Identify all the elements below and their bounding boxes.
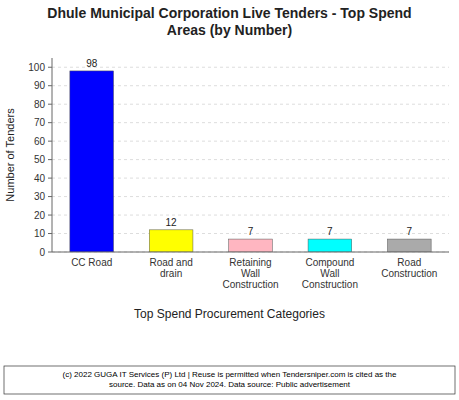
x-tick-label: RetainingWallConstruction	[222, 257, 278, 290]
data-label: 7	[248, 226, 254, 237]
bar	[308, 239, 352, 252]
y-tick	[48, 85, 52, 86]
y-tick-label: 20	[34, 210, 46, 221]
y-tick-label: 60	[34, 136, 46, 147]
y-tick	[48, 233, 52, 234]
y-tick-label: 0	[39, 247, 45, 258]
grid-line	[52, 67, 449, 68]
y-tick-label: 30	[34, 191, 46, 202]
y-tick	[48, 141, 52, 142]
y-tick-label: 40	[34, 173, 46, 184]
bar	[70, 71, 114, 252]
x-tick-label: CC Road	[71, 257, 112, 268]
y-tick-label: 10	[34, 228, 46, 239]
bar	[387, 239, 431, 252]
y-tick-label: 80	[34, 99, 46, 110]
footnote-text: (c) 2022 GUGA IT Services (P) Ltd | Reus…	[63, 370, 397, 389]
y-tick-label: 50	[34, 154, 46, 165]
x-tick-label: Road anddrain	[149, 257, 192, 279]
chart: Dhule Municipal Corporation Live Tenders…	[0, 0, 459, 400]
y-tick	[48, 252, 52, 253]
grid	[52, 67, 449, 252]
y-tick-label: 90	[34, 80, 46, 91]
bar	[149, 230, 193, 252]
y-tick	[48, 159, 52, 160]
bar	[229, 239, 273, 252]
x-axis-label: Top Spend Procurement Categories	[134, 307, 325, 321]
y-axis-label: Number of Tenders	[4, 108, 16, 202]
footnote: (c) 2022 GUGA IT Services (P) Ltd | Reus…	[4, 366, 455, 394]
x-tick-label: CompoundWallConstruction	[302, 257, 358, 290]
y-tick	[48, 196, 52, 197]
x-tick-label: RoadConstruction	[381, 257, 437, 279]
bars	[70, 71, 431, 252]
y-axis	[52, 58, 53, 252]
y-tick	[48, 122, 52, 123]
data-label: 7	[407, 226, 413, 237]
y-tick-label: 100	[28, 62, 45, 73]
y-tick	[48, 67, 52, 68]
grid-line	[52, 252, 449, 253]
data-label: 98	[86, 58, 98, 69]
y-tick-label: 70	[34, 117, 46, 128]
data-label: 12	[166, 217, 178, 228]
y-tick	[48, 215, 52, 216]
data-label: 7	[327, 226, 333, 237]
y-tick	[48, 104, 52, 105]
title: Dhule Municipal Corporation Live Tenders…	[47, 5, 411, 38]
y-tick	[48, 178, 52, 179]
footnote-box	[4, 366, 455, 394]
x-axis	[52, 252, 449, 253]
